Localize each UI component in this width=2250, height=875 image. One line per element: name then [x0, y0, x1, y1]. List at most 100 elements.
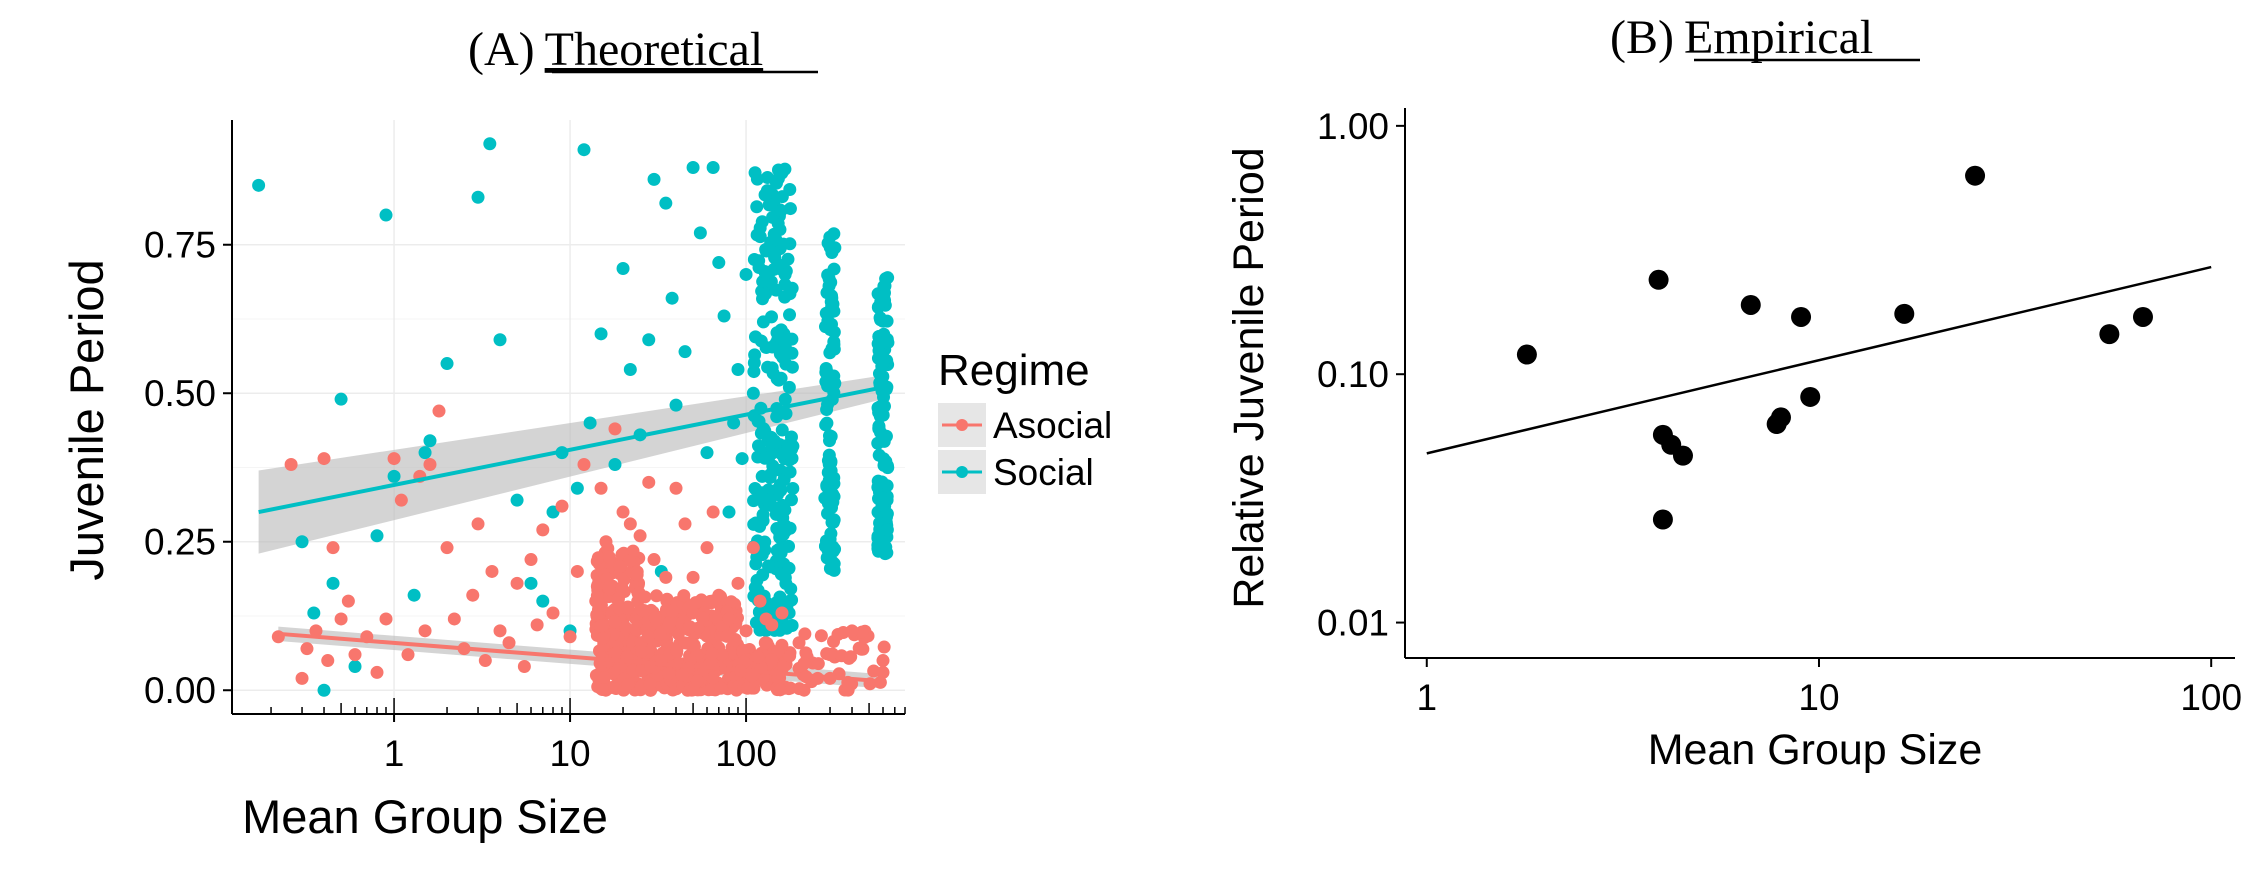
point-asocial [591, 551, 605, 565]
point-social [307, 606, 321, 620]
empirical-point [1648, 269, 1669, 290]
point-social [762, 265, 776, 279]
point-asocial [691, 674, 705, 688]
point-social [878, 279, 892, 293]
point-social [773, 590, 787, 604]
panel-b-y-axis-label: Relative Juvenile Period [1225, 147, 1273, 608]
point-social [749, 557, 763, 571]
point-social [370, 529, 384, 543]
point-social [877, 390, 891, 404]
point-social [717, 309, 731, 323]
point-asocial [613, 560, 627, 574]
point-asocial [765, 618, 779, 632]
point-social [880, 380, 894, 394]
trend-line-social [258, 385, 884, 515]
point-social [769, 283, 783, 297]
point-social [326, 576, 340, 590]
panel-a-x-tick-label: 100 [715, 733, 777, 774]
empirical-point [1770, 407, 1791, 428]
point-social [731, 362, 745, 376]
panel-b-x-tick-label: 10 [1798, 677, 1839, 718]
trend-line-asocial [278, 631, 884, 684]
point-social [874, 425, 888, 439]
point-asocial [502, 636, 516, 650]
point-social [822, 272, 836, 286]
point-asocial [610, 646, 624, 660]
point-asocial [348, 648, 362, 662]
point-asocial [811, 657, 825, 671]
point-social [878, 335, 892, 349]
point-social [765, 340, 779, 354]
point-asocial [814, 629, 828, 643]
point-asocial [714, 681, 728, 695]
point-asocial [638, 590, 652, 604]
panel-a-y-axis-label: Juvenile Period [60, 259, 113, 580]
point-social [770, 326, 784, 340]
point-social [775, 423, 789, 437]
point-social [686, 161, 700, 175]
point-asocial [599, 535, 613, 549]
point-asocial [621, 601, 635, 615]
point-social [536, 594, 550, 608]
point-asocial [563, 630, 577, 644]
point-asocial [300, 642, 314, 656]
point-asocial [641, 630, 655, 644]
point-social [756, 292, 770, 306]
point-asocial [334, 612, 348, 626]
point-asocial [401, 648, 415, 662]
panel-a-y-tick-label: 0.00 [144, 670, 216, 711]
point-social [777, 520, 791, 534]
point-asocial [591, 578, 605, 592]
point-asocial [478, 654, 492, 668]
point-asocial [418, 624, 432, 638]
point-social [678, 345, 692, 359]
panel-b-y-tick-label: 0.10 [1317, 354, 1389, 395]
point-social [757, 543, 771, 557]
point-asocial [662, 666, 676, 680]
point-asocial [852, 641, 866, 655]
panel-b-y-tick-label: 1.00 [1317, 106, 1389, 147]
panel-a-title: (A) Theoretical [468, 23, 763, 76]
point-social [877, 290, 891, 304]
panel-b-axes: 0.01 0.10 1.00 1 10 100 [1317, 106, 2242, 718]
point-social [773, 478, 787, 492]
panel-b-empirical: (B) Empirical 0.01 0.10 1.00 1 10 100 Mean Gro… [1225, 11, 2242, 774]
point-asocial [555, 499, 569, 513]
point-asocial [675, 668, 689, 682]
point-asocial [650, 589, 664, 603]
point-social [418, 446, 432, 460]
point-social [693, 226, 707, 240]
point-asocial [678, 517, 692, 531]
legend-key-social-dot [956, 466, 968, 478]
point-social [819, 375, 833, 389]
point-asocial [740, 681, 754, 695]
point-social [752, 414, 766, 428]
legend-title: Regime [938, 346, 1090, 395]
point-social [295, 535, 309, 549]
point-asocial [524, 553, 538, 567]
point-social [334, 392, 348, 406]
point-asocial [536, 523, 550, 537]
point-asocial [712, 588, 726, 602]
point-asocial [394, 493, 408, 507]
point-social [750, 200, 764, 214]
point-social [758, 424, 772, 438]
empirical-point [1672, 445, 1693, 466]
point-asocial [466, 588, 480, 602]
point-social [753, 623, 767, 637]
panel-b-label: (B) [1610, 11, 1674, 64]
empirical-point [1965, 165, 1986, 186]
point-social [761, 559, 775, 573]
point-asocial [715, 647, 729, 661]
legend: Regime Asocial Social [938, 346, 1112, 494]
point-social [765, 361, 779, 375]
point-social [750, 573, 764, 587]
panel-a-theoretical: (A) Theoretical 0.00 0.25 0.50 0.75 1 10 100 Me… [60, 23, 1112, 843]
point-social [616, 262, 630, 275]
point-social [784, 582, 798, 596]
empirical-trend-line [1426, 265, 2212, 455]
point-asocial [678, 636, 692, 650]
point-asocial [295, 671, 309, 685]
point-social [755, 486, 769, 500]
point-asocial [753, 594, 767, 608]
